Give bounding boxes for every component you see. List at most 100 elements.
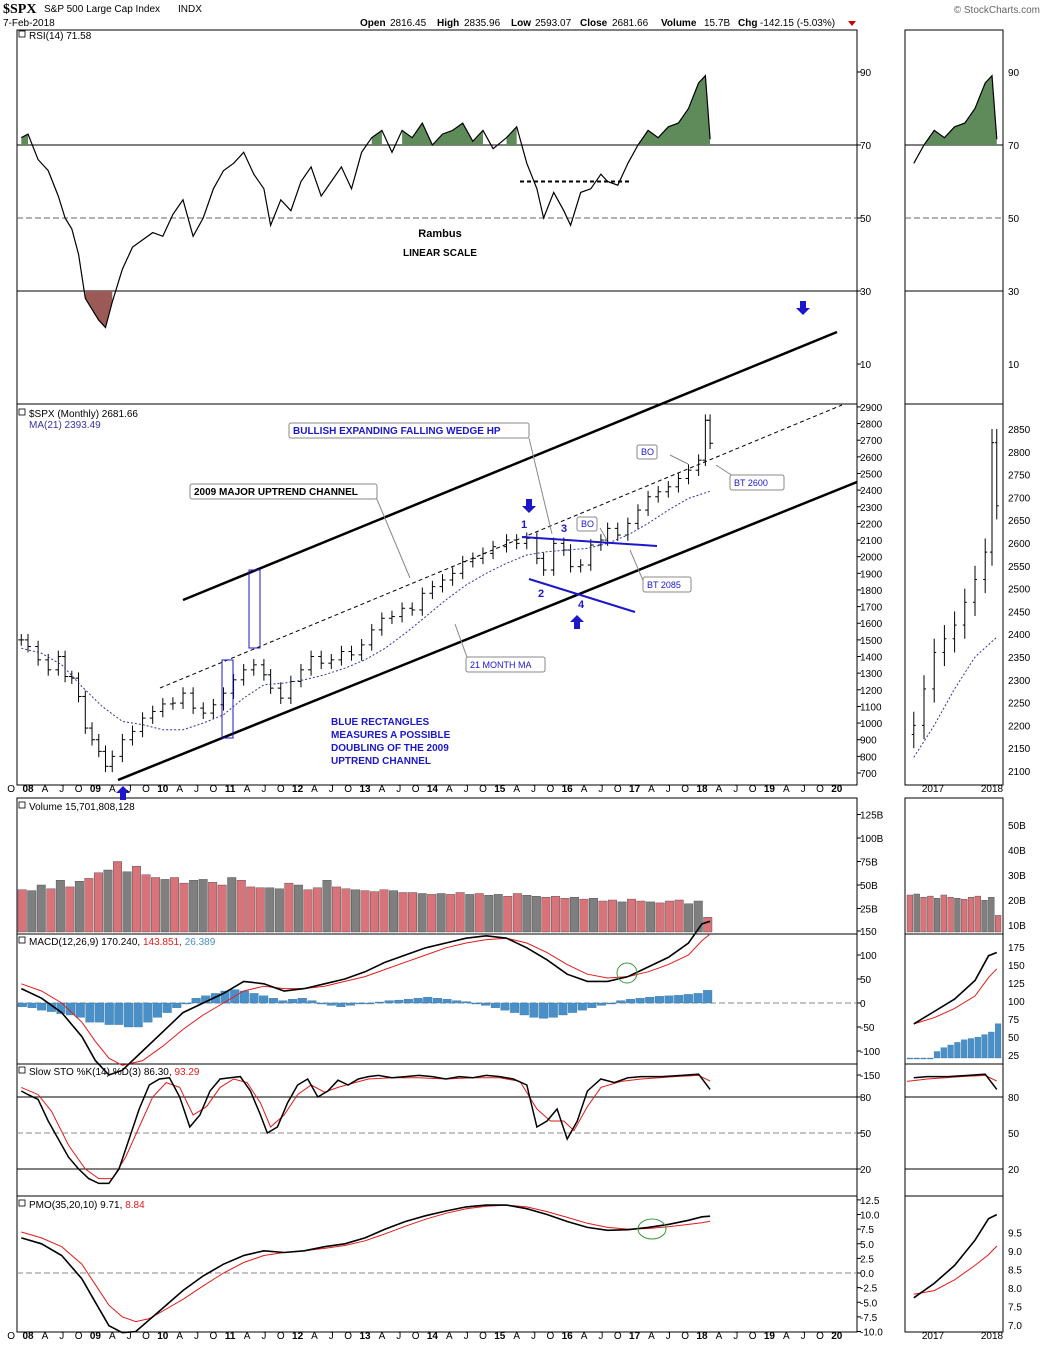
macd-histogram-bar (654, 996, 664, 1004)
rsi-tick-label: 30 (860, 287, 872, 298)
ma-legend: MA(21) 2393.49 (29, 420, 101, 431)
chg-value: -142.15 (-5.03%) (760, 18, 835, 29)
wedge-bottom-line (528, 578, 636, 613)
close-value: 2681.66 (612, 18, 649, 29)
macd-histogram-bar (17, 1002, 27, 1007)
right-rsi-tick-label: 30 (1008, 287, 1020, 298)
macd-histogram-bar (645, 997, 655, 1004)
volume-bar (436, 893, 446, 933)
right-macd-histogram-bar (913, 1057, 920, 1060)
pmo-crossover-circle (637, 1218, 667, 1240)
macd-histogram-bar (452, 1000, 462, 1004)
volume-bar (370, 891, 379, 933)
macd-histogram-bar (375, 1001, 385, 1004)
macd-histogram-bar (85, 1002, 95, 1023)
volume-bar (389, 890, 398, 933)
right-pmo-tick-label: 9.5 (1008, 1229, 1022, 1240)
pmo-tick-label: 10.0 (860, 1211, 880, 1222)
x-axis-label: A (446, 784, 453, 795)
right-pmo-tick-label: 7.5 (1008, 1303, 1022, 1314)
volume-bar (179, 882, 189, 933)
right-rsi-tick-label: 90 (1008, 68, 1020, 79)
macd-histogram-bar (95, 1002, 105, 1023)
high-label: High (437, 18, 459, 29)
chg-down-icon (848, 21, 856, 26)
x-axis-label: 09 (90, 784, 102, 795)
sto-legend-part: 86.30, (144, 1067, 175, 1078)
sto-legend: Slow STO %K(14) %D(3) 86.30, 93.29 (29, 1067, 200, 1078)
macd-histogram-bar (27, 1002, 37, 1008)
right-volume-bar (927, 895, 934, 933)
ma-note-label-box (465, 656, 546, 673)
macd-histogram-bar (133, 1002, 143, 1028)
x-axis-label: 15 (494, 1331, 506, 1342)
right-x-label-2018: 2018 (981, 784, 1004, 795)
right-macd-tick-label: 25 (1008, 1051, 1020, 1062)
volume-bar (265, 887, 275, 933)
volume-bar (284, 882, 294, 933)
x-axis-label: A (581, 1331, 588, 1342)
down-arrow-icon (522, 499, 536, 513)
x-axis-label: O (277, 1331, 285, 1342)
bt2085-label-box (642, 576, 692, 593)
x-axis-label: 18 (696, 1331, 708, 1342)
right-volume-bar (988, 897, 995, 933)
wave-2-label: 2 (538, 588, 544, 600)
rect-note-line-4: UPTREND CHANNEL (331, 756, 431, 767)
right-volume-bar (995, 915, 1002, 933)
macd-histogram-bar (635, 998, 645, 1004)
legend-marker-icon (18, 1199, 26, 1207)
right-sto-tick-label: 20 (1008, 1165, 1020, 1176)
down-arrow-icon (796, 301, 810, 315)
macd-histogram-bar (481, 1002, 491, 1006)
x-axis-label: J (801, 1331, 806, 1342)
x-axis-label: O (412, 1331, 420, 1342)
right-volume-tick-label: 40B (1008, 846, 1026, 857)
price-tick-label: 900 (860, 736, 877, 747)
x-axis-label: O (547, 1331, 555, 1342)
rect-note-line-2: MEASURES A POSSIBLE (331, 730, 451, 741)
right-rsi-tick-label: 50 (1008, 214, 1020, 225)
macd-histogram-bar (210, 993, 220, 1004)
price-tick-label: 1900 (860, 569, 883, 580)
volume-bar (217, 884, 227, 933)
x-axis-label: J (396, 1331, 401, 1342)
macd-histogram-bar (249, 993, 259, 1004)
price-panel (16, 403, 858, 786)
volume-bar (589, 898, 598, 933)
macd-histogram-bar (703, 990, 713, 1004)
macd-histogram-bar (539, 1002, 549, 1019)
right-sto-tick-label: 80 (1008, 1093, 1020, 1104)
macd-histogram-bar (519, 1002, 529, 1016)
x-axis-label: A (513, 784, 520, 795)
right-volume-tick-label: 50B (1008, 821, 1026, 832)
macd-histogram-bar (461, 1001, 471, 1004)
macd-tick-label: 50 (860, 975, 872, 986)
sto-legend-part: 93.29 (174, 1067, 199, 1078)
open-value: 2816.45 (390, 18, 427, 29)
volume-tick-label: 125B (860, 811, 884, 822)
volume-bar (65, 886, 75, 933)
x-axis-label: 19 (764, 1331, 776, 1342)
x-axis-label: O (681, 1331, 689, 1342)
x-axis-label: A (648, 1331, 655, 1342)
rsi-oversold-fill (85, 291, 113, 328)
volume-bar (122, 871, 132, 933)
symbol-title: $SPX (3, 2, 36, 17)
macd-histogram-bar (577, 1002, 587, 1011)
volume-bar (84, 878, 94, 933)
volume-bar (151, 877, 161, 933)
lower-channel-line (117, 480, 858, 782)
symbol-exchange: INDX (178, 4, 202, 15)
right-macd-signal-line (913, 968, 998, 1025)
volume-bar (55, 880, 65, 933)
macd-tick-label: 0 (860, 999, 866, 1010)
x-axis-label: 18 (696, 784, 708, 795)
x-axis-label: 09 (90, 1331, 102, 1342)
volume-bar (512, 893, 522, 933)
x-axis-label: O (7, 784, 15, 795)
x-axis-label: J (531, 784, 536, 795)
macd-histogram-bar (384, 1000, 394, 1004)
x-axis-label: O (75, 1331, 83, 1342)
volume-bar (236, 880, 246, 933)
